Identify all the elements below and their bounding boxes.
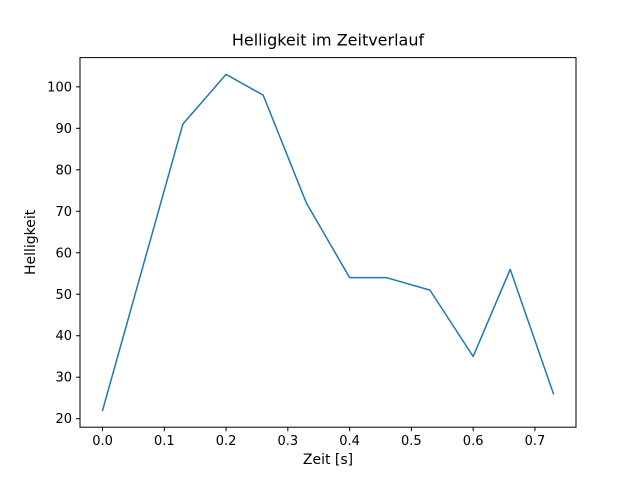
y-tick-label: 90 — [55, 122, 72, 137]
y-tick-label: 60 — [55, 246, 72, 261]
x-tick-label: 0.3 — [278, 434, 299, 449]
y-tick-label: 50 — [55, 288, 72, 303]
x-tick-label: 0.6 — [463, 434, 484, 449]
line-series-helligkeit — [101, 73, 555, 412]
x-tick-label: 0.0 — [92, 434, 113, 449]
x-tick-label: 0.2 — [216, 434, 237, 449]
x-axis-label: Zeit [s] — [303, 452, 353, 468]
x-tick-label: 0.7 — [525, 434, 546, 449]
y-axis-label: Helligkeit — [23, 209, 39, 275]
y-tick-label: 30 — [55, 371, 72, 386]
y-tick-label: 20 — [55, 412, 72, 427]
plot-frame — [79, 57, 577, 428]
y-tick-label: 70 — [55, 205, 72, 220]
x-tick-label: 0.5 — [401, 434, 422, 449]
y-tick-label: 100 — [47, 80, 72, 95]
y-tick-label: 80 — [55, 163, 72, 178]
chart-title: Helligkeit im Zeitverlauf — [232, 31, 425, 50]
x-tick-label: 0.1 — [154, 434, 175, 449]
y-tick-label: 40 — [55, 329, 72, 344]
x-tick-label: 0.4 — [339, 434, 360, 449]
